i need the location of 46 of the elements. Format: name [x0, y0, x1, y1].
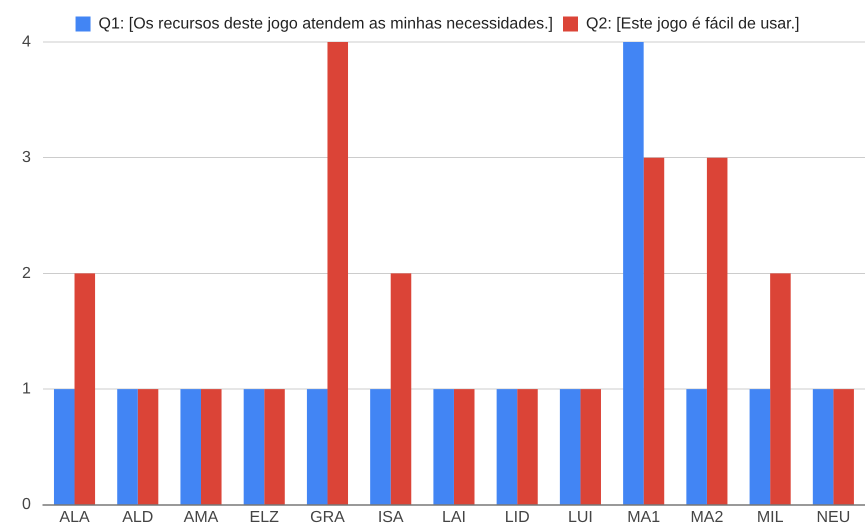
bar: [812, 389, 834, 504]
bar: [200, 389, 222, 504]
x-tick-label: LUI: [568, 508, 593, 526]
x-tick-label: MA1: [627, 508, 660, 526]
x-tick-label: MIL: [756, 508, 784, 526]
bar: [370, 389, 391, 504]
x-tick-label: ELZ: [250, 508, 280, 526]
bar: [433, 389, 454, 504]
bar: [770, 273, 791, 504]
bar: [580, 389, 601, 504]
bar: [117, 389, 138, 504]
y-tick-label: 4: [22, 33, 31, 50]
y-tick-label: 2: [22, 264, 31, 282]
bar: [244, 389, 264, 504]
bar: [560, 389, 580, 504]
x-tick-label: ALA: [59, 508, 90, 526]
bar: [496, 389, 518, 504]
bar: [306, 389, 328, 504]
bar: [623, 42, 644, 504]
x-tick-label: NEU: [816, 508, 850, 526]
bar: [74, 273, 96, 504]
bar: [750, 389, 770, 504]
bar: [390, 273, 412, 504]
bar: [686, 389, 707, 504]
x-tick-label: MA2: [690, 508, 724, 526]
y-tick-label: 0: [22, 496, 31, 514]
x-tick-label: GRA: [310, 508, 346, 526]
bar: [327, 42, 348, 504]
bar: [706, 158, 728, 504]
x-tick-label: ALD: [122, 508, 154, 526]
bar: [264, 389, 285, 504]
x-tick-label: LID: [504, 508, 530, 526]
bar: [54, 389, 75, 504]
legend-label: Q2: [Este jogo é fácil de usar.]: [586, 15, 800, 32]
y-tick-label: 1: [22, 380, 31, 398]
bar: [180, 389, 201, 504]
y-tick-label: 3: [22, 149, 31, 166]
bar: [517, 389, 538, 504]
bar: [138, 389, 158, 504]
x-tick-label: LAI: [442, 508, 466, 526]
legend-label: Q1: [Os recursos deste jogo atendem as minhas necessidades.]: [98, 15, 554, 32]
bar: [644, 158, 664, 504]
x-tick-label: AMA: [184, 508, 219, 526]
bar: [833, 389, 854, 504]
bar: [454, 389, 474, 504]
x-tick-label: ISA: [378, 508, 404, 526]
